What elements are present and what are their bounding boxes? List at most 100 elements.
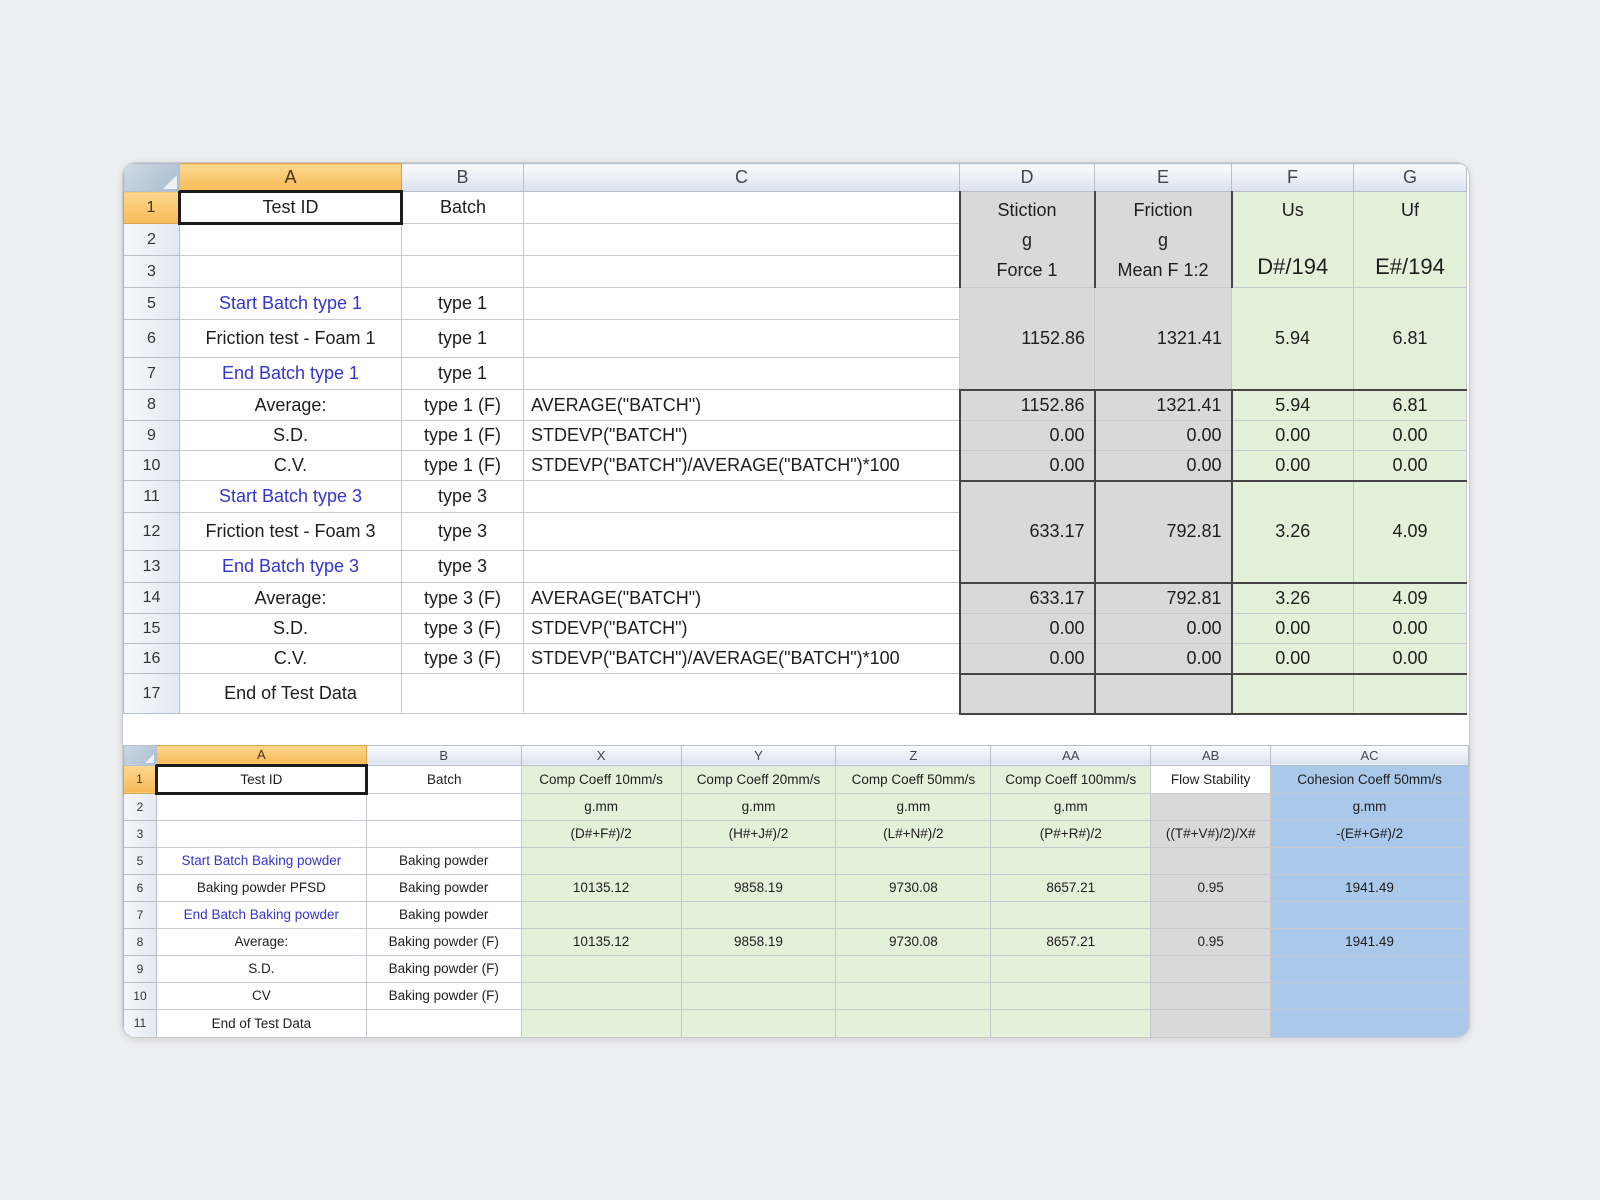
cell-C3[interactable]: [523, 255, 960, 288]
cell-F9[interactable]: 0.00: [1230, 420, 1354, 451]
cell-B10[interactable]: Baking powder (F): [365, 981, 522, 1010]
cell-C11[interactable]: [523, 480, 960, 513]
cell-B16[interactable]: type 3 (F): [401, 643, 524, 674]
cell-C7[interactable]: [523, 357, 960, 390]
cell-B13[interactable]: type 3: [401, 550, 524, 583]
cell-E10[interactable]: 0.00: [1093, 450, 1232, 481]
cell-B7[interactable]: Baking powder: [365, 900, 522, 929]
cell-B2[interactable]: [365, 792, 522, 821]
cell-X6[interactable]: 10135.12: [520, 873, 682, 902]
column-header-AC[interactable]: AC: [1270, 744, 1469, 766]
row-header-2[interactable]: 2: [123, 223, 180, 256]
cell-G9[interactable]: 0.00: [1353, 420, 1467, 451]
row-header-1[interactable]: 1: [123, 191, 180, 224]
cell-Y2[interactable]: g.mm: [680, 792, 837, 821]
cell-Z8[interactable]: 9730.08: [835, 927, 992, 956]
row-header-5[interactable]: 5: [123, 287, 180, 320]
column-header-AA[interactable]: AA: [990, 744, 1152, 766]
cell-D5[interactable]: 1152.86: [959, 287, 1095, 390]
cell-E8[interactable]: 1321.41: [1093, 388, 1232, 421]
cell-Y5[interactable]: [680, 846, 837, 875]
cell-Y3[interactable]: (H#+J#)/2: [680, 819, 837, 848]
cell-E9[interactable]: 0.00: [1093, 420, 1232, 451]
column-header-X[interactable]: X: [520, 744, 682, 766]
cell-A3[interactable]: [179, 255, 402, 288]
select-all-corner[interactable]: [123, 744, 157, 766]
cell-B5[interactable]: Baking powder: [365, 846, 522, 875]
row-header-6[interactable]: 6: [123, 319, 180, 358]
cell-G14[interactable]: 4.09: [1353, 581, 1467, 614]
cell-G8[interactable]: 6.81: [1353, 388, 1467, 421]
cell-B10[interactable]: type 1 (F): [401, 450, 524, 481]
cell-B6[interactable]: type 1: [401, 319, 524, 358]
cell-AC10[interactable]: [1270, 981, 1469, 1010]
cell-Z7[interactable]: [835, 900, 992, 929]
cell-A5[interactable]: Start Batch type 1: [179, 287, 402, 320]
cell-A1[interactable]: Test ID: [154, 763, 368, 795]
cell-E17[interactable]: [1093, 672, 1232, 715]
cell-A7[interactable]: End Batch Baking powder: [155, 900, 367, 929]
cell-G17[interactable]: [1353, 672, 1467, 715]
cell-Z9[interactable]: [835, 954, 992, 983]
cell-B15[interactable]: type 3 (F): [401, 613, 524, 644]
cell-F16[interactable]: 0.00: [1230, 643, 1354, 674]
row-header-8[interactable]: 8: [123, 927, 157, 956]
cell-E5[interactable]: 1321.41: [1094, 287, 1232, 390]
cell-A12[interactable]: Friction test - Foam 3: [179, 512, 402, 551]
cell-B9[interactable]: Baking powder (F): [365, 954, 522, 983]
cell-B11[interactable]: type 3: [401, 480, 524, 513]
cell-AC9[interactable]: [1270, 954, 1469, 983]
cell-AC5[interactable]: [1270, 846, 1469, 875]
cell-C2[interactable]: [523, 223, 960, 256]
cell-D1[interactable]: Stiction g Force 1: [958, 191, 1095, 288]
cell-X7[interactable]: [520, 900, 682, 929]
cell-Y7[interactable]: [680, 900, 837, 929]
cell-D10[interactable]: 0.00: [958, 450, 1095, 481]
row-header-16[interactable]: 16: [123, 643, 180, 674]
cell-AA1[interactable]: Comp Coeff 100mm/s: [990, 764, 1152, 794]
column-header-G[interactable]: G: [1353, 163, 1467, 192]
cell-Y11[interactable]: [680, 1008, 837, 1037]
row-header-14[interactable]: 14: [123, 582, 180, 614]
cell-G5[interactable]: 6.81: [1353, 287, 1467, 390]
cell-AA8[interactable]: 8657.21: [990, 927, 1152, 956]
row-header-17[interactable]: 17: [123, 673, 180, 714]
cell-A9[interactable]: S.D.: [179, 420, 402, 451]
cell-A16[interactable]: C.V.: [179, 643, 402, 674]
cell-A5[interactable]: Start Batch Baking powder: [155, 846, 367, 875]
cell-F8[interactable]: 5.94: [1230, 388, 1354, 421]
cell-X2[interactable]: g.mm: [520, 792, 682, 821]
cell-Y6[interactable]: 9858.19: [680, 873, 837, 902]
cell-A6[interactable]: Baking powder PFSD: [155, 873, 367, 902]
cell-E14[interactable]: 792.81: [1093, 581, 1232, 614]
cell-Z3[interactable]: (L#+N#)/2: [835, 819, 992, 848]
cell-A13[interactable]: End Batch type 3: [179, 550, 402, 583]
cell-X11[interactable]: [520, 1008, 682, 1037]
column-header-B[interactable]: B: [365, 744, 522, 766]
cell-A10[interactable]: CV: [155, 981, 367, 1010]
cell-C5[interactable]: [523, 287, 960, 320]
cell-C16[interactable]: STDEVP("BATCH")/AVERAGE("BATCH")*100: [523, 643, 960, 674]
cell-F5[interactable]: 5.94: [1231, 287, 1354, 390]
cell-A3[interactable]: [155, 819, 367, 848]
column-header-D[interactable]: D: [959, 163, 1095, 192]
row-header-11[interactable]: 11: [123, 1008, 157, 1037]
cell-Z11[interactable]: [835, 1008, 992, 1037]
cell-B17[interactable]: [401, 673, 524, 714]
row-header-2[interactable]: 2: [123, 792, 157, 821]
cell-Z2[interactable]: g.mm: [835, 792, 992, 821]
row-header-13[interactable]: 13: [123, 550, 180, 583]
row-header-15[interactable]: 15: [123, 613, 180, 644]
row-header-8[interactable]: 8: [123, 389, 180, 421]
cell-B3[interactable]: [365, 819, 522, 848]
cell-AA11[interactable]: [990, 1008, 1152, 1037]
cell-AB6[interactable]: 0.95: [1150, 873, 1272, 902]
cell-G16[interactable]: 0.00: [1353, 643, 1467, 674]
row-header-3[interactable]: 3: [123, 819, 157, 848]
cell-AC1[interactable]: Cohesion Coeff 50mm/s: [1270, 764, 1469, 794]
column-header-C[interactable]: C: [523, 163, 960, 192]
row-header-7[interactable]: 7: [123, 357, 180, 390]
cell-B8[interactable]: Baking powder (F): [365, 927, 522, 956]
column-header-Y[interactable]: Y: [680, 744, 837, 766]
cell-X10[interactable]: [520, 981, 682, 1010]
